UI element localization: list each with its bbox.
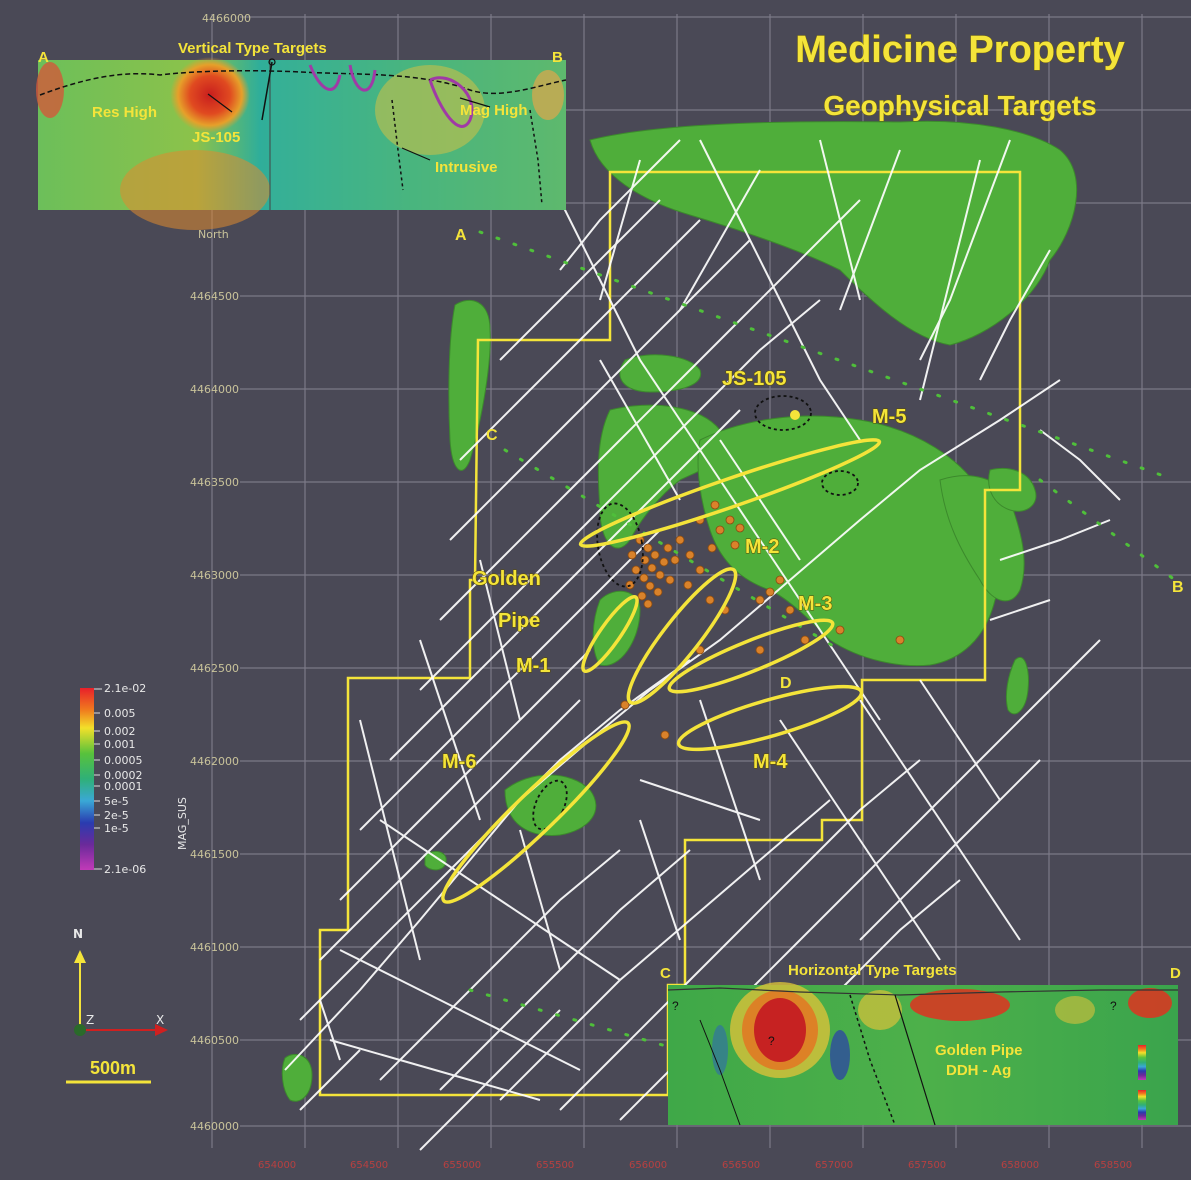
triad-x: X — [156, 1013, 164, 1027]
label-js105: JS-105 — [722, 368, 787, 390]
x-tick: 658500 — [1094, 1160, 1132, 1171]
colorbar-tick: 0.005 — [104, 707, 136, 720]
colorbar-legend: 2.1e-02 0.005 0.002 0.001 0.0005 0.0002 … — [80, 682, 189, 876]
x-tick: 656000 — [629, 1160, 667, 1171]
colorbar-tick: 5e-5 — [104, 795, 129, 808]
colorbar-tick: 2e-5 — [104, 809, 129, 822]
vertical-inset-end-a: A — [38, 49, 49, 66]
target-m5-ellipse — [578, 438, 882, 548]
x-tick: 657500 — [908, 1160, 946, 1171]
y-tick: 4466000 — [202, 12, 251, 25]
horizontal-inset-label2: DDH - Ag — [946, 1062, 1011, 1079]
colorbar-tick: 2.1e-06 — [104, 863, 146, 876]
y-tick: 4464000 — [190, 383, 239, 396]
colorbar-tick: 0.001 — [104, 738, 136, 751]
section-lines — [468, 230, 1177, 1052]
vertical-inset-intrusive: Intrusive — [435, 159, 498, 176]
y-tick: 4463000 — [190, 569, 239, 582]
x-tick: 656500 — [722, 1160, 760, 1171]
vertical-inset-js105: JS-105 — [192, 129, 240, 146]
y-tick: 4464500 — [190, 290, 239, 303]
target-m1-ellipse — [581, 594, 639, 674]
horizontal-inset-q: ? — [1110, 999, 1117, 1013]
axes-triad: N Z X — [73, 927, 168, 1036]
label-m2: M-2 — [745, 536, 779, 558]
target-m6-ellipse — [441, 720, 631, 904]
map-title: Medicine Property — [795, 29, 1124, 71]
x-tick: 655000 — [443, 1160, 481, 1171]
vertical-inset-end-b: B — [552, 49, 563, 66]
horizontal-inset-end-d: D — [1170, 965, 1181, 982]
north-label: North — [198, 228, 229, 241]
horizontal-inset-q: ? — [768, 1034, 775, 1048]
y-tick: 4460000 — [190, 1120, 239, 1133]
map-subtitle: Geophysical Targets — [823, 90, 1096, 121]
drillhole-collars — [620, 500, 905, 740]
label-golden: Golden — [472, 568, 541, 590]
colorbar-ramp — [80, 688, 94, 870]
x-tick: 658000 — [1001, 1160, 1039, 1171]
section-point-c: C — [486, 427, 498, 444]
horizontal-inset-title: Horizontal Type Targets — [788, 962, 957, 979]
scale-bar-label: 500m — [90, 1058, 136, 1078]
label-pipe: Pipe — [498, 610, 540, 632]
y-tick: 4461000 — [190, 941, 239, 954]
label-m3: M-3 — [798, 593, 832, 615]
x-tick: 654000 — [258, 1160, 296, 1171]
target-m4-ellipse — [676, 684, 864, 752]
label-m1: M-1 — [516, 655, 550, 677]
x-axis-labels: 654000 654500 655000 655500 656000 65650… — [258, 1160, 1132, 1171]
y-tick: 4461500 — [190, 848, 239, 861]
vertical-inset-mag-high: Mag High — [460, 102, 528, 119]
target-m2-ellipse — [626, 567, 738, 705]
y-tick: 4462000 — [190, 755, 239, 768]
section-point-d: D — [780, 675, 792, 692]
x-tick: 657000 — [815, 1160, 853, 1171]
north-arrow-icon — [74, 950, 86, 963]
scale-bar: 500m — [66, 1058, 151, 1084]
label-m5: M-5 — [872, 406, 906, 428]
horizontal-inset-q: ? — [672, 999, 679, 1013]
colorbar-tick: 0.002 — [104, 725, 136, 738]
x-tick: 655500 — [536, 1160, 574, 1171]
y-axis-labels: 4466000 North 4464500 4464000 4463500 44… — [190, 12, 251, 1133]
colorbar-tick: 2.1e-02 — [104, 682, 146, 695]
colorbar-tick: 1e-5 — [104, 822, 129, 835]
y-tick: 4460500 — [190, 1034, 239, 1047]
triad-n: N — [73, 927, 83, 941]
horizontal-section-inset: Horizontal Type Targets C D Golden Pipe … — [660, 962, 1181, 1126]
colorbar-tick: 0.0002 — [104, 769, 143, 782]
target-ellipses — [441, 438, 882, 904]
triad-z: Z — [86, 1013, 94, 1027]
horizontal-inset-label1: Golden Pipe — [935, 1042, 1023, 1059]
label-m6: M-6 — [442, 751, 476, 773]
y-tick: 4463500 — [190, 476, 239, 489]
horizontal-inset-end-c: C — [660, 965, 671, 982]
section-point-b: B — [1172, 579, 1184, 596]
target-m3-ellipse — [667, 618, 835, 694]
vertical-inset-res-high: Res High — [92, 104, 157, 121]
vertical-inset-title: Vertical Type Targets — [178, 40, 327, 57]
y-tick: 4462500 — [190, 662, 239, 675]
colorbar-tick: 0.0001 — [104, 780, 143, 793]
colorbar-title: MAG_SUS — [176, 797, 189, 850]
colorbar-tick: 0.0005 — [104, 754, 143, 767]
vertical-section-inset: Vertical Type Targets A B Res High JS-10… — [36, 40, 567, 230]
x-arrow-icon — [155, 1024, 168, 1036]
z-axis-icon — [74, 1024, 86, 1036]
label-m4: M-4 — [753, 751, 788, 773]
anomaly-outlines — [532, 395, 859, 831]
section-point-a: A — [455, 227, 467, 244]
js105-collar — [790, 410, 800, 420]
x-tick: 654500 — [350, 1160, 388, 1171]
